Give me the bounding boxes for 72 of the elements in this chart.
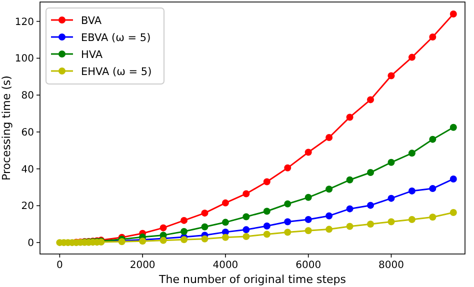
y-tick-label: 100 (14, 54, 34, 65)
point (304, 148, 312, 156)
point (367, 202, 374, 209)
legend-label: EBVA (ω = 5) (81, 32, 151, 44)
point (222, 199, 229, 206)
x-tick-label: 6000 (296, 260, 322, 271)
point (408, 54, 416, 61)
point (201, 210, 208, 217)
point (388, 72, 395, 80)
point (408, 150, 416, 157)
point (450, 124, 457, 131)
point (284, 164, 292, 172)
y-tick-label: 20 (21, 201, 34, 212)
point (284, 228, 292, 236)
point (450, 10, 457, 18)
point (222, 234, 229, 241)
legend-label: BVA (81, 15, 102, 27)
x-axis-title: The number of original time steps (158, 273, 346, 286)
point (429, 136, 436, 143)
point (346, 205, 354, 212)
point (242, 190, 250, 198)
point (304, 216, 312, 224)
point (242, 213, 250, 220)
point (263, 230, 270, 238)
x-tick-label: 4000 (212, 260, 238, 271)
legend-label: EHVA (ω = 5) (81, 66, 152, 78)
point (408, 216, 416, 224)
point (388, 194, 395, 202)
point (367, 96, 374, 104)
point (326, 212, 333, 220)
y-tick-label: 0 (28, 238, 34, 250)
point (242, 226, 250, 234)
y-tick-label: 120 (14, 16, 34, 28)
point (388, 158, 395, 166)
point (304, 227, 312, 234)
point (346, 114, 354, 121)
point (326, 226, 333, 233)
point (346, 176, 354, 184)
y-tick-label: 40 (21, 164, 34, 176)
point (429, 34, 436, 41)
x-tick-label: 0 (56, 260, 63, 271)
point (160, 224, 167, 232)
legend-label: HVA (81, 49, 104, 61)
y-axis-title: Processing time (s) (0, 76, 13, 180)
point (284, 218, 292, 226)
point (326, 134, 333, 141)
point (180, 228, 188, 236)
point (429, 185, 436, 192)
point (201, 235, 208, 242)
point (346, 222, 354, 230)
point (450, 209, 457, 216)
point (450, 175, 457, 182)
point (222, 218, 229, 226)
point (180, 236, 188, 244)
point (263, 222, 270, 230)
point (242, 232, 250, 240)
y-tick-label: 60 (21, 127, 34, 138)
point (263, 208, 270, 215)
x-tick-label: 2000 (130, 260, 156, 271)
point (367, 220, 374, 228)
point (263, 178, 270, 186)
point (304, 194, 312, 201)
point (367, 169, 374, 176)
point (284, 200, 292, 208)
point (429, 214, 436, 221)
point (180, 216, 188, 224)
x-tick-label: 8000 (378, 260, 404, 271)
point (326, 186, 333, 193)
point (388, 218, 395, 226)
point (201, 223, 208, 230)
y-tick-label: 80 (21, 90, 34, 102)
point (408, 187, 416, 194)
